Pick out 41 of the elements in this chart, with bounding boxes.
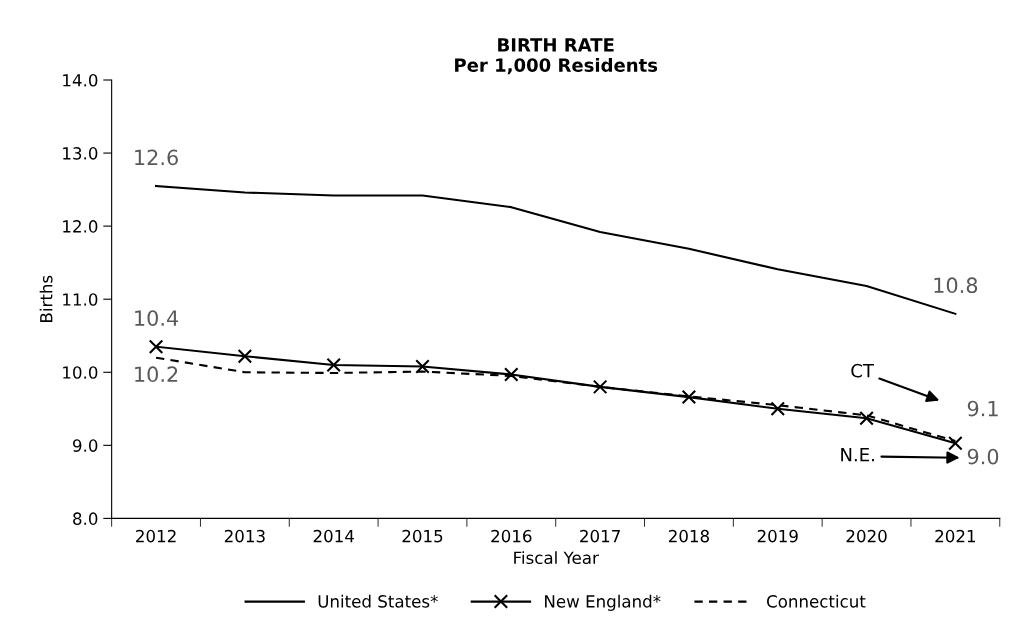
point (326, 357, 341, 373)
legend-label: New England* (545, 594, 661, 611)
point (770, 401, 786, 417)
data-label: 10.4 (135, 310, 179, 326)
point (415, 359, 430, 374)
x-tick-label: 2017 (580, 529, 620, 543)
annotation: CT (851, 363, 874, 378)
x-tick-label: 2020 (846, 529, 887, 543)
chart-title: BIRTH RATE Per 1,000 Residents (455, 38, 658, 75)
legend-label: Connecticut (767, 594, 866, 608)
y-tick-label: 14.0 (63, 73, 98, 87)
x-tick-label: 2016 (491, 529, 532, 543)
x-axis-title: Fiscal Year (514, 551, 599, 565)
point (681, 389, 697, 405)
y-tick-label: 11.0 (63, 293, 98, 306)
legend-label: United States* (318, 594, 438, 608)
point (592, 379, 608, 395)
y-tick-label: 9.0 (73, 439, 98, 452)
data-label: 9.1 (967, 400, 998, 417)
x-tick-label: 2019 (757, 529, 798, 543)
x-tick-label: 2012 (136, 529, 176, 543)
x-tick-label: 2018 (668, 529, 709, 543)
data-label: 10.8 (934, 277, 978, 294)
y-tick-label: 13.0 (63, 147, 98, 160)
x-tick-label: 2013 (224, 529, 265, 543)
point (148, 339, 164, 354)
x-tick-label: 2015 (402, 529, 443, 543)
y-tick-label: 10.0 (63, 366, 98, 379)
y-tick-label: 12.0 (63, 220, 98, 233)
point (859, 411, 874, 426)
data-label: 10.2 (135, 366, 178, 383)
point (504, 367, 519, 382)
x-tick-label: 2014 (313, 529, 354, 543)
y-axis-title: Births (39, 275, 53, 322)
annotation: N.E. (841, 448, 874, 462)
y-tick-label: 8.0 (73, 512, 98, 525)
data-label: 12.6 (135, 149, 178, 166)
x-tick-label: 2021 (935, 529, 976, 543)
data-label: 9.0 (967, 448, 999, 465)
point (237, 348, 253, 364)
point (948, 435, 963, 451)
